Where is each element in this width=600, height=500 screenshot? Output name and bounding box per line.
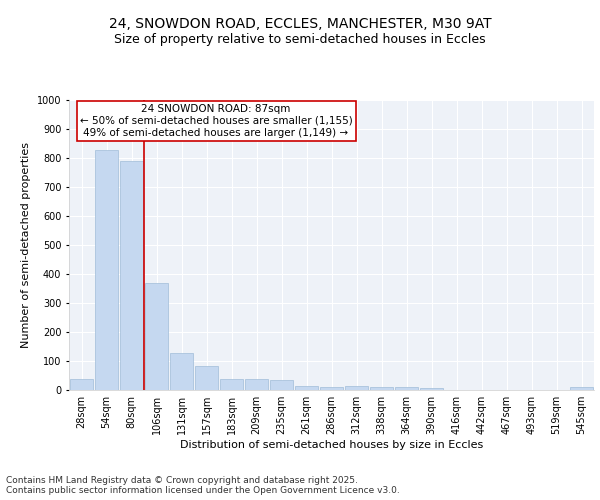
Text: Contains HM Land Registry data © Crown copyright and database right 2025.
Contai: Contains HM Land Registry data © Crown c… — [6, 476, 400, 495]
Bar — [70, 379, 93, 390]
Bar — [145, 282, 168, 390]
Bar — [570, 387, 593, 390]
Bar — [95, 150, 118, 390]
Text: 24, SNOWDON ROAD, ECCLES, MANCHESTER, M30 9AT: 24, SNOWDON ROAD, ECCLES, MANCHESTER, M3… — [109, 18, 491, 32]
Bar — [170, 353, 193, 390]
Bar — [420, 388, 443, 390]
Bar — [395, 387, 418, 390]
Bar — [295, 386, 318, 390]
Bar — [345, 386, 368, 390]
X-axis label: Distribution of semi-detached houses by size in Eccles: Distribution of semi-detached houses by … — [180, 440, 483, 450]
Bar — [195, 366, 218, 390]
Text: Size of property relative to semi-detached houses in Eccles: Size of property relative to semi-detach… — [114, 32, 486, 46]
Text: 24 SNOWDON ROAD: 87sqm
← 50% of semi-detached houses are smaller (1,155)
49% of : 24 SNOWDON ROAD: 87sqm ← 50% of semi-det… — [80, 104, 352, 138]
Bar — [245, 379, 268, 390]
Bar — [270, 380, 293, 390]
Bar — [220, 379, 243, 390]
Y-axis label: Number of semi-detached properties: Number of semi-detached properties — [22, 142, 31, 348]
Bar — [370, 386, 393, 390]
Bar — [320, 387, 343, 390]
Bar — [120, 161, 143, 390]
